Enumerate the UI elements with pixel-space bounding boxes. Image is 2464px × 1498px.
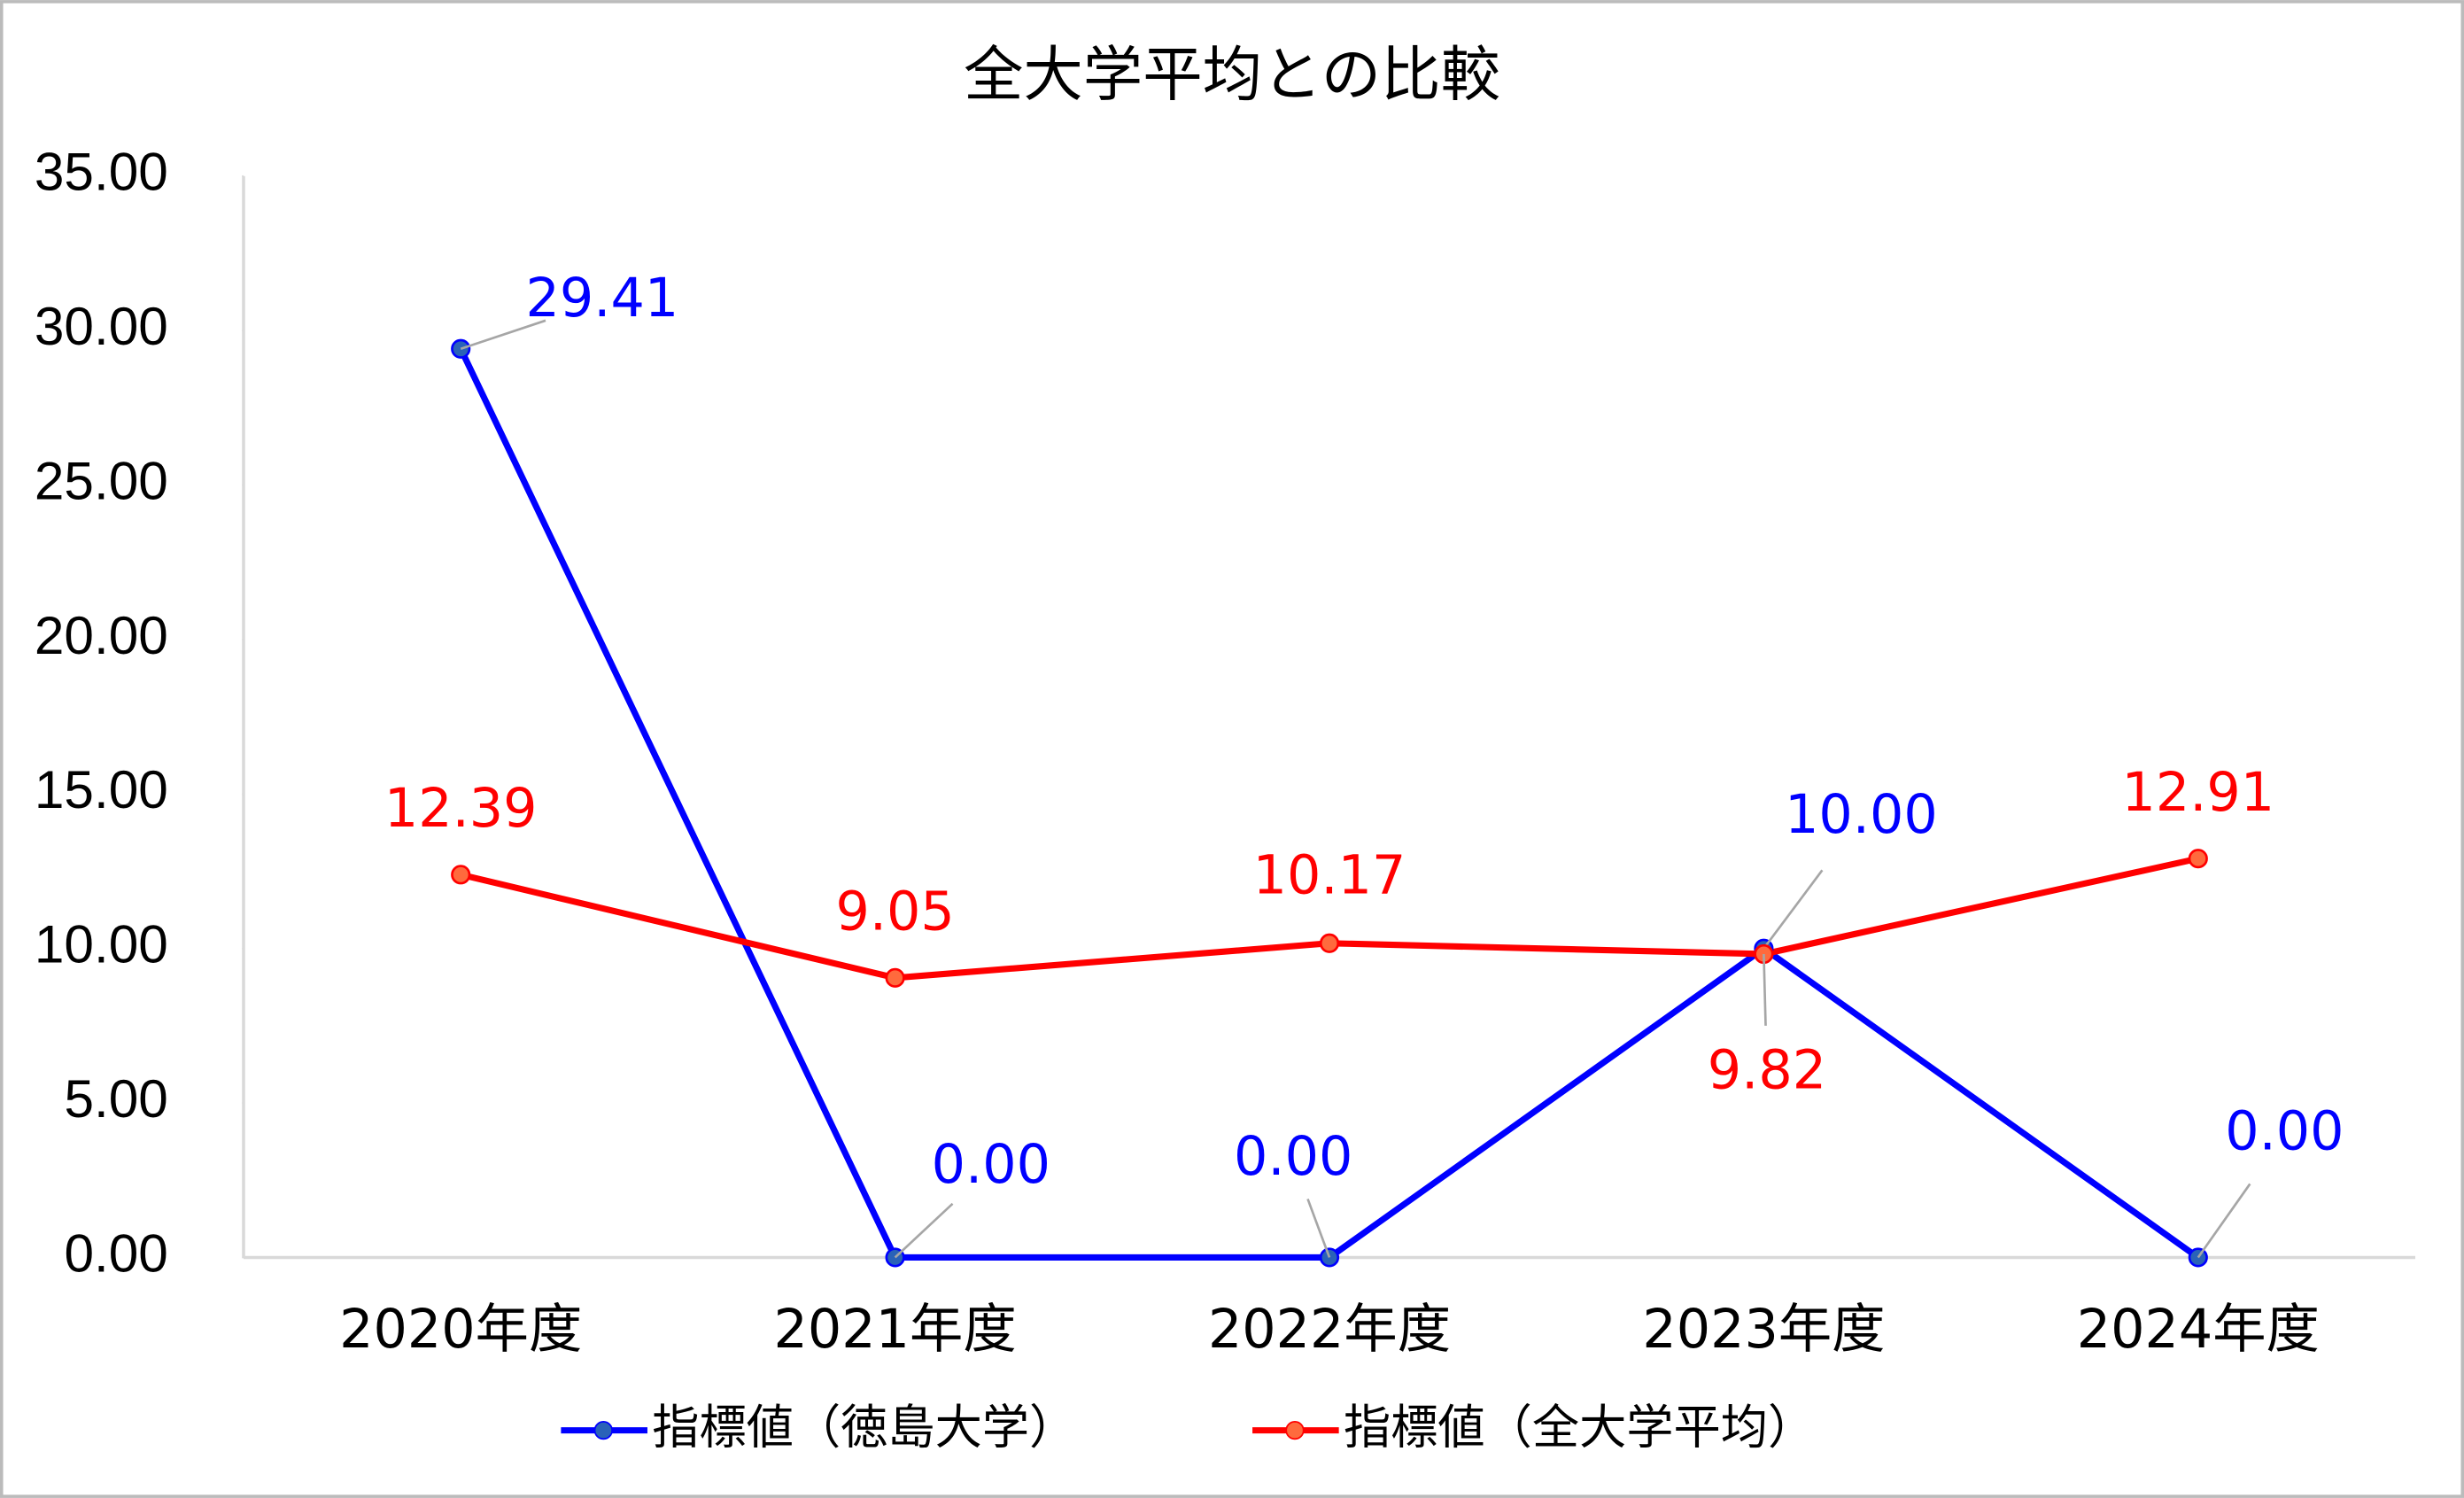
x-tick-label: 2022年度 (1208, 1299, 1451, 1361)
data-label: 9.05 (835, 881, 954, 943)
y-tick-label: 10.00 (35, 914, 168, 974)
data-label: 10.17 (1253, 845, 1406, 907)
x-tick-label: 2023年度 (1642, 1299, 1885, 1361)
leader-line (1763, 869, 1824, 950)
x-tick-label: 2024年度 (2077, 1299, 2320, 1361)
legend-label: 指標値（徳島大学） (652, 1400, 1076, 1455)
legend-marker (593, 1420, 613, 1440)
data-label: 0.00 (932, 1134, 1050, 1196)
marker (1319, 933, 1340, 953)
y-tick-label: 25.00 (35, 450, 168, 510)
leader-line (1763, 953, 1767, 1026)
y-tick-label: 35.00 (35, 142, 168, 202)
chart-title: 全大学平均との比較 (964, 39, 1500, 109)
leader-line (2197, 1183, 2251, 1259)
leader-line (894, 1202, 954, 1259)
data-label: 0.00 (1234, 1126, 1352, 1188)
legend-marker (1285, 1420, 1305, 1440)
x-tick-label: 2021年度 (774, 1299, 1017, 1361)
data-label: 12.91 (2121, 762, 2274, 824)
leader-line (460, 319, 546, 351)
y-tick-label: 0.00 (64, 1222, 167, 1283)
y-tick-label: 15.00 (35, 759, 168, 819)
marker (2188, 849, 2208, 869)
data-label: 0.00 (2225, 1101, 2344, 1163)
data-label: 29.41 (526, 268, 679, 330)
y-tick-label: 5.00 (64, 1068, 167, 1129)
x-tick-label: 2020年度 (339, 1299, 582, 1361)
data-label: 10.00 (1785, 784, 1938, 846)
marker (451, 865, 471, 885)
marker (885, 967, 905, 988)
y-tick-label: 30.00 (35, 296, 168, 356)
leader-line (1306, 1199, 1331, 1258)
data-label: 12.39 (384, 778, 538, 840)
y-tick-label: 20.00 (35, 605, 168, 665)
legend-label: 指標値（全大学平均） (1344, 1400, 1815, 1455)
data-label: 9.82 (1708, 1039, 1826, 1101)
